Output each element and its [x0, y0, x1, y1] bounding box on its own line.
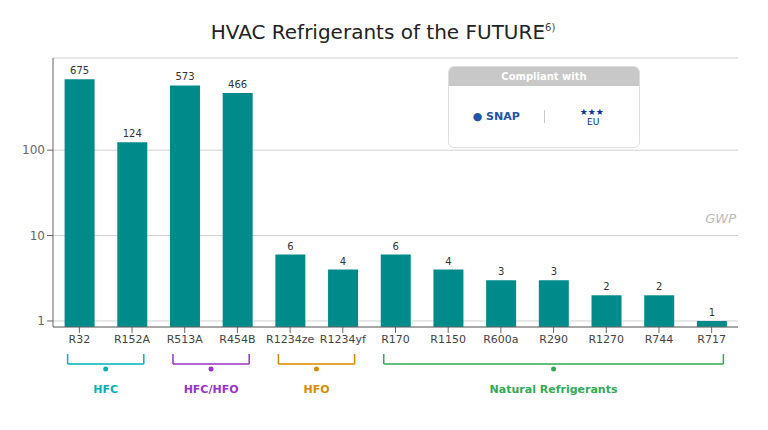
- svg-text:R717: R717: [697, 333, 726, 346]
- svg-text:124: 124: [123, 128, 142, 139]
- html-text:● SNAP: ● SNAP: [472, 110, 520, 123]
- html-text:6): 6): [545, 22, 556, 33]
- svg-text:Natural Refrigerants: Natural Refrigerants: [490, 383, 618, 396]
- svg-text:R152A: R152A: [114, 333, 151, 346]
- svg-text:R600a: R600a: [483, 333, 518, 346]
- html-text:Compliant with: Compliant with: [501, 71, 587, 82]
- svg-text:6: 6: [393, 241, 399, 252]
- svg-text:HFC: HFC: [93, 383, 118, 396]
- svg-text:2: 2: [656, 281, 662, 292]
- svg-text:R744: R744: [645, 333, 674, 346]
- svg-text:R1150: R1150: [430, 333, 466, 346]
- html-text:HVAC Refrigerants of the FUTUR: HVAC Refrigerants of the FUTURE: [210, 19, 545, 44]
- svg-text:GWP: GWP: [705, 211, 736, 226]
- svg-text:1: 1: [709, 307, 715, 318]
- html-text:EU: EU: [584, 116, 600, 127]
- svg-text:675: 675: [70, 65, 89, 76]
- svg-text:4: 4: [445, 256, 451, 267]
- svg-text:3: 3: [498, 266, 504, 277]
- svg-text:HFO: HFO: [303, 383, 329, 396]
- svg-text:573: 573: [175, 71, 194, 82]
- svg-text:R32: R32: [69, 333, 91, 346]
- svg-text:1: 1: [37, 314, 45, 328]
- svg-text:4: 4: [340, 256, 346, 267]
- svg-text:3: 3: [551, 266, 557, 277]
- svg-text:R1270: R1270: [588, 333, 624, 346]
- svg-text:HFC/HFO: HFC/HFO: [184, 383, 239, 396]
- svg-text:R1234ze: R1234ze: [266, 333, 314, 346]
- svg-text:100: 100: [22, 143, 45, 157]
- svg-text:10: 10: [30, 229, 45, 243]
- svg-text:R290: R290: [539, 333, 568, 346]
- svg-text:2: 2: [603, 281, 609, 292]
- svg-text:6: 6: [287, 241, 293, 252]
- svg-text:R170: R170: [381, 333, 410, 346]
- svg-text:466: 466: [228, 79, 247, 90]
- svg-text:R1234yf: R1234yf: [320, 333, 367, 346]
- svg-text:R454B: R454B: [219, 333, 255, 346]
- svg-text:R513A: R513A: [167, 333, 204, 346]
